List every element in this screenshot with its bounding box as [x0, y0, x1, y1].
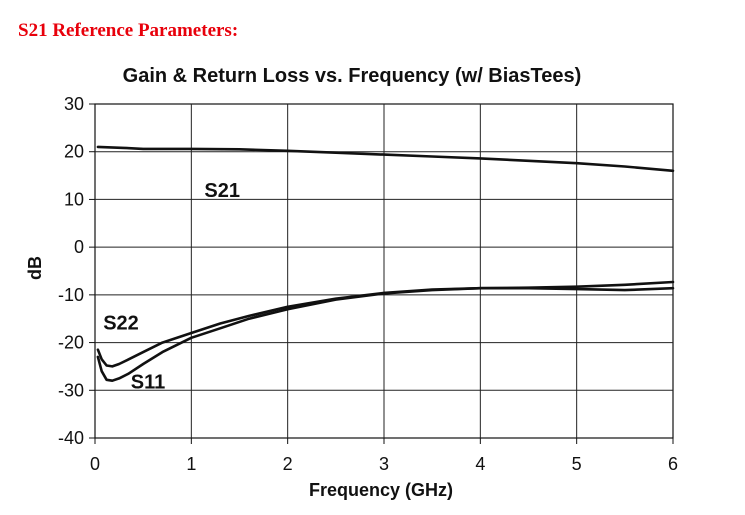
- x-tick-label: 1: [186, 454, 196, 474]
- series-line-s11: [96, 286, 675, 383]
- x-tick-label: 2: [283, 454, 293, 474]
- y-tick-label: -10: [58, 285, 84, 305]
- y-tick-label: 10: [64, 189, 84, 209]
- chart-series: [96, 145, 675, 383]
- section-heading: S21 Reference Parameters:: [18, 20, 239, 41]
- chart-title: Gain & Return Loss vs. Frequency (w/ Bia…: [123, 65, 582, 87]
- series-labels: S21 S22 S11: [103, 180, 240, 393]
- x-tick-label: 0: [90, 454, 100, 474]
- x-axis-label: Frequency (GHz): [309, 480, 453, 500]
- y-tick-label: -30: [58, 380, 84, 400]
- x-tick-label: 3: [379, 454, 389, 474]
- y-tick-label: 0: [74, 237, 84, 257]
- y-axis-label: dB: [25, 256, 45, 280]
- x-axis-ticks: 0 1 2 3 4 5 6: [90, 438, 678, 474]
- series-label-s11: S11: [131, 371, 165, 393]
- chart-grid: [94, 103, 674, 439]
- series-line-s21: [96, 145, 675, 173]
- y-tick-label: 30: [64, 94, 84, 114]
- y-axis-ticks: 30 20 10 0 -10 -20 -30 -40: [58, 94, 95, 448]
- x-tick-label: 4: [475, 454, 485, 474]
- series-label-s22: S22: [103, 313, 139, 335]
- series-label-s21: S21: [204, 180, 240, 202]
- x-tick-label: 5: [572, 454, 582, 474]
- x-tick-label: 6: [668, 454, 678, 474]
- y-tick-label: 20: [64, 142, 84, 162]
- y-tick-label: -20: [58, 333, 84, 353]
- y-tick-label: -40: [58, 428, 84, 448]
